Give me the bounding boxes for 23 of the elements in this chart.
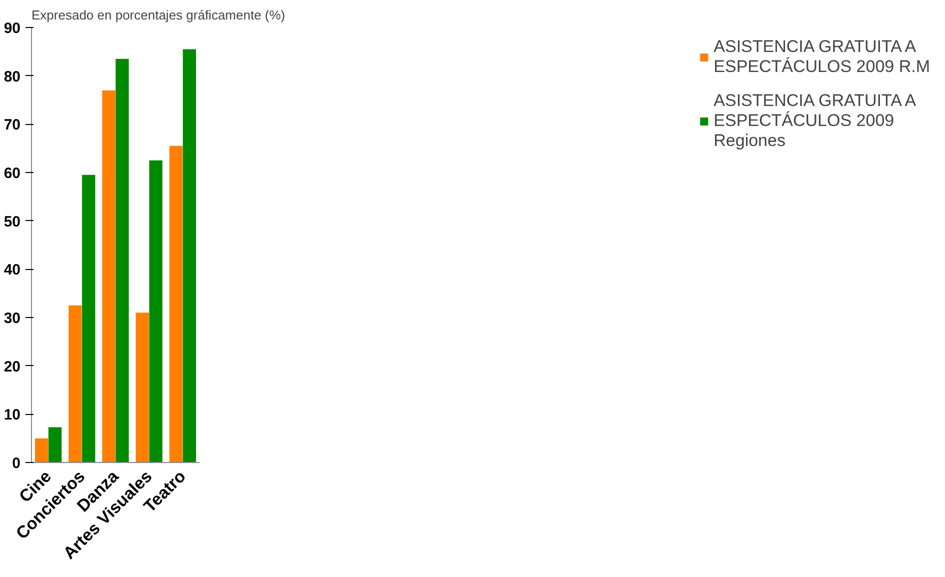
bar [169, 146, 183, 462]
y-tick-label: 60 [4, 165, 21, 182]
bar [82, 174, 96, 462]
y-tick-label: 0 [12, 455, 20, 472]
chart-title: Expresado en porcentajes gráficamente (%) [32, 8, 286, 22]
bar [149, 160, 162, 462]
y-tick-label: 90 [4, 20, 21, 37]
y-tick-label: 70 [4, 116, 21, 134]
y-tick-label: 80 [4, 68, 21, 86]
bar [34, 438, 48, 462]
y-tick-label: 30 [4, 310, 21, 327]
y-tick-label: 10 [4, 406, 21, 424]
bar [182, 49, 196, 462]
bar [116, 58, 129, 462]
bar [102, 90, 116, 462]
y-tick-label: 40 [4, 262, 21, 279]
bar [136, 312, 149, 462]
y-tick-label: 50 [4, 213, 21, 230]
legend-label: ASISTENCIA GRATUITA A ESPECTÁCULOS 2009 R.M [714, 37, 930, 77]
legend-label: ASISTENCIA GRATUITA A ESPECTÁCULOS 2009 Regiones [714, 91, 916, 151]
y-tick-label: 20 [4, 358, 21, 376]
bar [68, 305, 82, 462]
bar [48, 427, 62, 462]
